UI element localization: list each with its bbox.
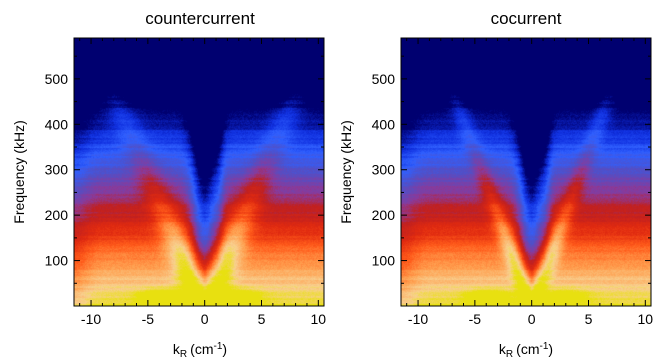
panel-countercurrent: countercurrent -10 -5 0 5 10100200300400500 … [11,9,326,360]
tick-group: -10 -5 0 5 10 100 200 300 400 500 [45,38,327,327]
y-tick-label: 400 [45,116,69,132]
x-tick-label: 5 [258,311,266,327]
x-tick-label: 5 [585,311,593,327]
plot-frame [73,37,325,307]
x-axis-label: kR (cm-1) [173,341,227,360]
x-tick-label: 0 [528,311,536,327]
y-tick-label: 100 [372,253,396,269]
plot-frame [400,37,652,307]
x-tick-label: -10 [81,311,101,327]
y-tick-label: 500 [372,71,396,87]
x-tick-label: -10 [408,311,428,327]
heatmap-image [401,38,651,306]
panel-cocurrent: cocurrent -10 -5 0 5 10 100 200 300 400 500 Frequ… [338,9,653,360]
y-axis-label: Frequency (kHz) [11,120,27,223]
x-tick-label: 10 [311,311,327,327]
heatmap-image [74,38,324,306]
panel-title: cocurrent [491,9,562,28]
y-axis-label: Frequency (kHz) [338,120,354,223]
x-tick-label: 0 [201,311,209,327]
x-tick-label: -5 [469,311,482,327]
x-tick-label: -5 [142,311,155,327]
panel-title: countercurrent [145,9,255,28]
tick-group: -10 -5 0 5 10 100 200 300 400 500 [372,38,654,327]
y-tick-label: 200 [372,207,396,223]
y-tick-label: 300 [45,162,69,178]
y-tick-label: 400 [372,116,396,132]
x-tick-label: 10 [638,311,654,327]
y-tick-label: 200 [45,207,69,223]
x-axis-label: kR (cm-1) [499,341,553,360]
y-tick-label: 100 [45,253,69,269]
y-tick-label: 500 [45,71,69,87]
y-tick-label: 300 [372,162,396,178]
